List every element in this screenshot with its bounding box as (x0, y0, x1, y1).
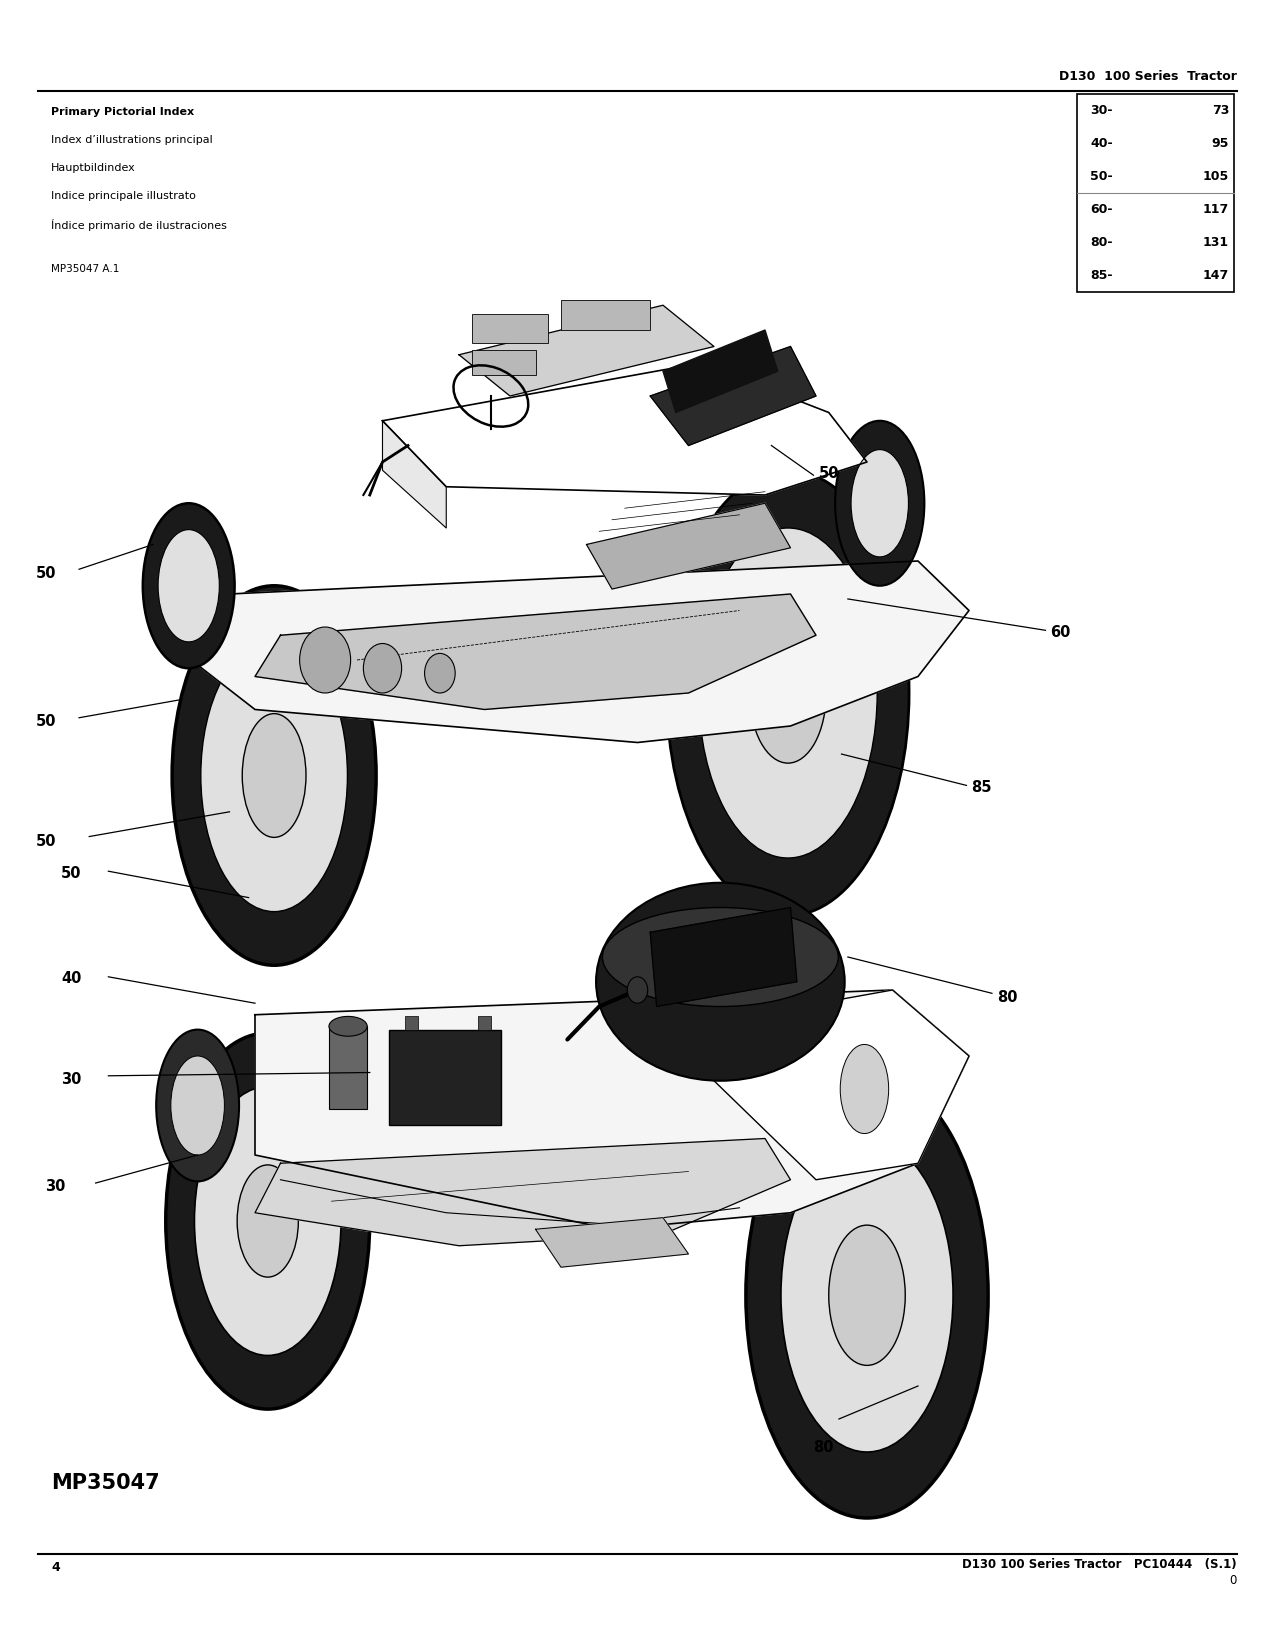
Circle shape (300, 627, 351, 693)
Ellipse shape (602, 908, 838, 1006)
Ellipse shape (595, 883, 844, 1081)
Polygon shape (191, 561, 969, 742)
Text: Index d’illustrations principal: Index d’illustrations principal (51, 135, 213, 145)
Ellipse shape (750, 622, 826, 762)
Ellipse shape (156, 1030, 240, 1181)
Text: 80: 80 (997, 990, 1017, 1005)
Ellipse shape (746, 1072, 988, 1518)
Ellipse shape (835, 421, 924, 586)
Text: 105: 105 (1202, 170, 1229, 183)
Text: MP35047: MP35047 (51, 1473, 159, 1493)
Bar (472, 350, 536, 375)
Text: MP35047 A.1: MP35047 A.1 (51, 264, 120, 274)
Ellipse shape (829, 1224, 905, 1366)
Text: D130 100 Series Tractor   PC10444   (S.1): D130 100 Series Tractor PC10444 (S.1) (963, 1558, 1237, 1571)
Polygon shape (586, 503, 790, 589)
Text: 0: 0 (1229, 1574, 1237, 1587)
Ellipse shape (827, 1021, 901, 1157)
Text: 60-: 60- (1090, 203, 1113, 216)
Text: 30: 30 (45, 1180, 65, 1195)
Polygon shape (663, 330, 778, 412)
Text: 40-: 40- (1090, 137, 1113, 150)
Text: 30-: 30- (1090, 104, 1113, 117)
Text: Índice primario de ilustraciones: Índice primario de ilustraciones (51, 219, 227, 231)
Bar (329, 1026, 367, 1109)
Text: 50: 50 (36, 714, 56, 729)
Ellipse shape (143, 503, 235, 668)
Polygon shape (382, 363, 867, 495)
Ellipse shape (242, 713, 306, 838)
Text: D130  100 Series  Tractor: D130 100 Series Tractor (1058, 69, 1237, 83)
Ellipse shape (840, 1044, 889, 1134)
Text: Hauptbildindex: Hauptbildindex (51, 163, 135, 173)
Ellipse shape (780, 1138, 954, 1452)
Circle shape (627, 977, 648, 1003)
Text: 30: 30 (61, 1072, 82, 1087)
Ellipse shape (667, 470, 909, 916)
Text: Indice principale illustrato: Indice principale illustrato (51, 191, 196, 201)
Text: 40: 40 (61, 972, 82, 987)
Text: 80-: 80- (1090, 236, 1113, 249)
Ellipse shape (194, 1086, 342, 1356)
Ellipse shape (329, 1016, 367, 1036)
Bar (389, 1030, 501, 1125)
Ellipse shape (699, 528, 877, 858)
Ellipse shape (171, 1056, 224, 1155)
Polygon shape (382, 421, 446, 528)
Ellipse shape (237, 1165, 298, 1277)
Polygon shape (255, 594, 816, 710)
Text: Primary Pictorial Index: Primary Pictorial Index (51, 107, 194, 117)
Bar (478, 1016, 491, 1030)
Polygon shape (650, 346, 816, 446)
Text: 95: 95 (1211, 137, 1229, 150)
Ellipse shape (201, 639, 347, 911)
Text: 60: 60 (1051, 625, 1071, 640)
Circle shape (425, 653, 455, 693)
Text: 50-: 50- (1090, 170, 1113, 183)
Ellipse shape (158, 530, 219, 642)
Text: 50: 50 (819, 467, 839, 482)
Text: 131: 131 (1204, 236, 1229, 249)
Text: 80: 80 (813, 1440, 834, 1455)
Bar (1077, 94, 1234, 292)
Polygon shape (459, 305, 714, 396)
Text: 4: 4 (51, 1561, 60, 1574)
Text: 117: 117 (1202, 203, 1229, 216)
Bar (561, 300, 650, 330)
Ellipse shape (166, 1033, 370, 1409)
Text: 85-: 85- (1090, 269, 1113, 282)
Text: 147: 147 (1202, 269, 1229, 282)
Ellipse shape (172, 586, 376, 965)
Polygon shape (650, 908, 797, 1006)
Polygon shape (536, 1218, 688, 1267)
Polygon shape (663, 990, 969, 1180)
Bar (472, 314, 548, 343)
Polygon shape (255, 1138, 790, 1246)
Text: 50: 50 (61, 866, 82, 881)
Text: 50: 50 (36, 835, 56, 850)
Circle shape (363, 644, 402, 693)
Text: 85: 85 (972, 780, 992, 795)
Text: 50: 50 (36, 566, 56, 581)
Polygon shape (255, 990, 969, 1229)
Text: 73: 73 (1211, 104, 1229, 117)
Bar (405, 1016, 418, 1030)
Ellipse shape (850, 449, 908, 558)
